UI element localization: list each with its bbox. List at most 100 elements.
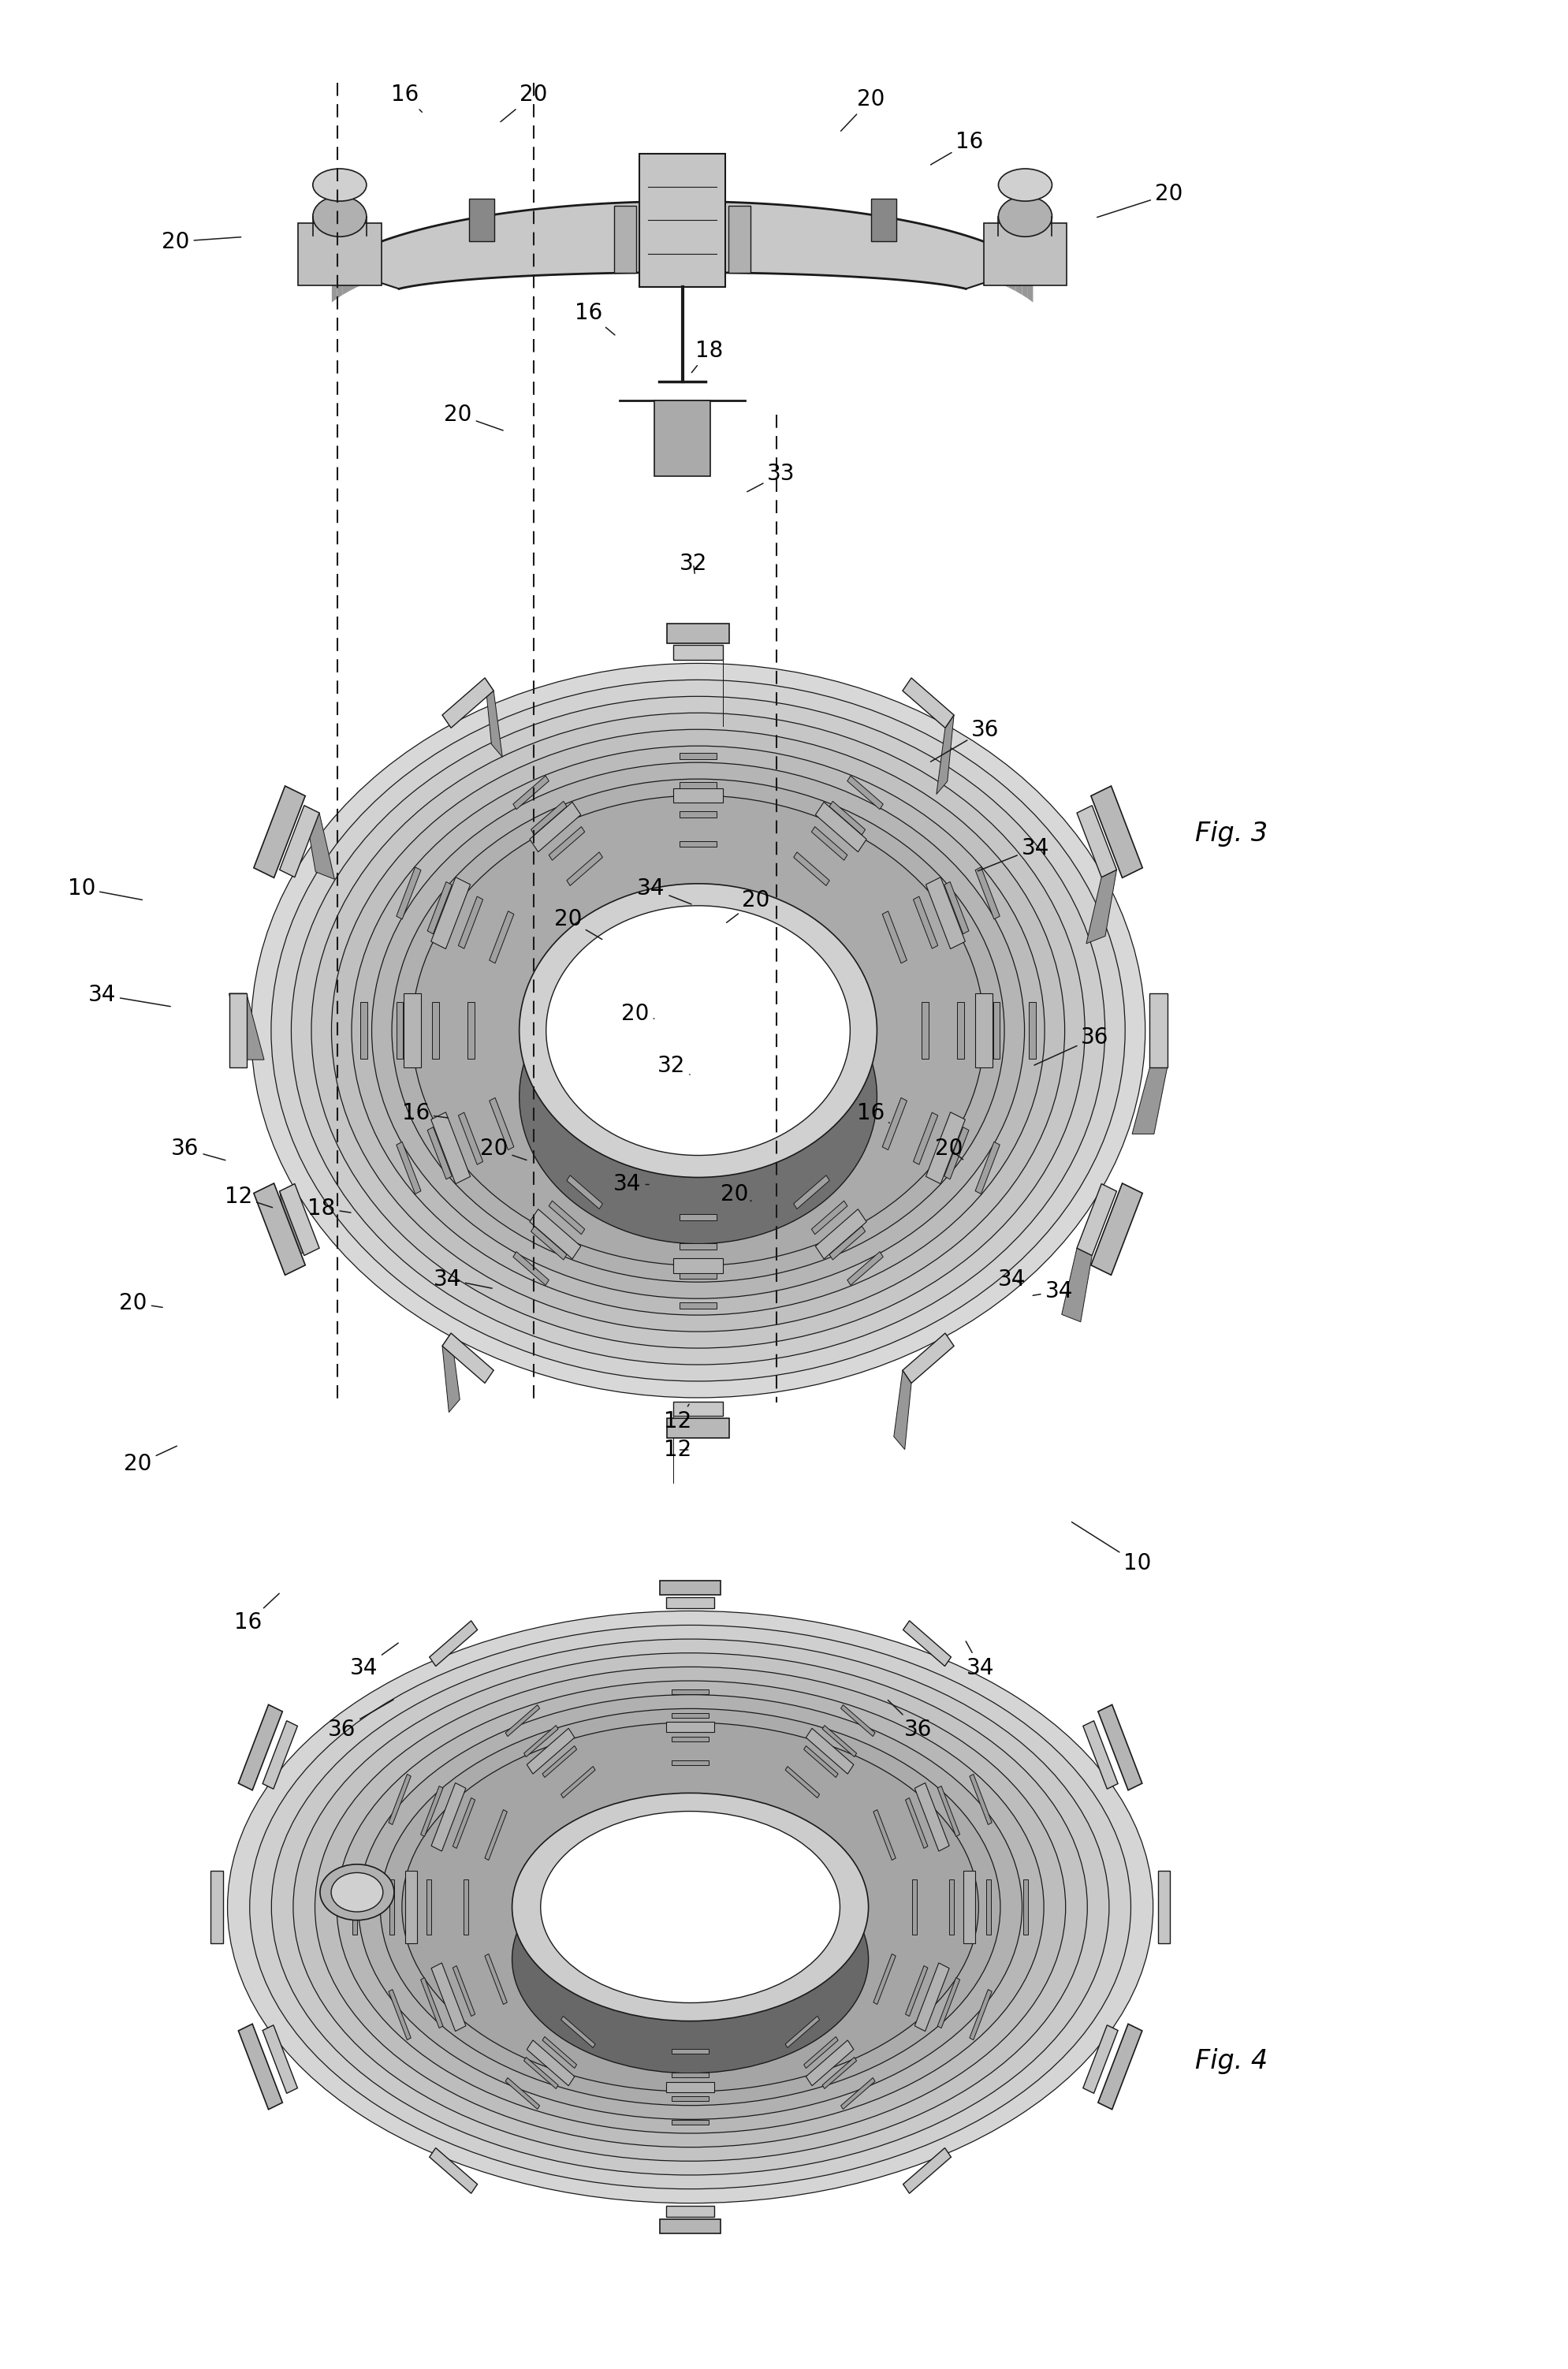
Polygon shape [737,201,753,239]
Ellipse shape [372,763,1024,1298]
Polygon shape [566,853,602,886]
Polygon shape [811,1201,847,1234]
Polygon shape [768,204,782,242]
Polygon shape [566,1175,602,1208]
Polygon shape [822,2056,856,2089]
Polygon shape [284,1691,1096,1895]
Ellipse shape [412,796,983,1265]
Polygon shape [883,216,895,253]
Polygon shape [679,1244,717,1248]
Ellipse shape [541,1812,839,2002]
Text: 36: 36 [171,1137,226,1161]
Polygon shape [847,1251,883,1286]
Polygon shape [1076,1184,1116,1256]
Polygon shape [815,1208,866,1258]
Polygon shape [442,1334,459,1412]
Polygon shape [279,1184,320,1256]
Polygon shape [811,827,847,860]
Polygon shape [331,779,1065,1004]
Polygon shape [350,796,1046,1009]
Polygon shape [420,1978,442,2028]
Ellipse shape [310,713,1085,1348]
Polygon shape [453,1966,475,2016]
Polygon shape [690,201,706,237]
Text: 36: 36 [328,1699,394,1741]
Polygon shape [444,220,456,258]
Polygon shape [368,813,1027,1014]
Polygon shape [279,1184,310,1258]
Polygon shape [530,1227,566,1260]
Polygon shape [840,1706,875,1736]
Polygon shape [964,235,974,275]
Polygon shape [903,1620,950,1665]
Polygon shape [348,1734,1032,1907]
Polygon shape [905,1966,927,2016]
Text: Fig. 4: Fig. 4 [1195,2049,1267,2073]
Polygon shape [931,227,944,265]
Text: 34: 34 [88,983,171,1007]
Polygon shape [666,1419,729,1438]
Ellipse shape [293,1654,1087,2161]
Text: 10: 10 [1071,1521,1151,1575]
Polygon shape [458,895,483,948]
Polygon shape [673,1258,723,1272]
Ellipse shape [320,1864,394,1921]
Polygon shape [306,1706,1074,1900]
Polygon shape [381,239,390,277]
Bar [670,182,695,225]
Polygon shape [292,746,1104,993]
Polygon shape [920,223,931,263]
Polygon shape [913,1879,916,1935]
Text: 18: 18 [307,1196,351,1220]
Polygon shape [881,1097,906,1149]
Polygon shape [229,993,246,1068]
Polygon shape [1149,993,1167,1068]
Text: 34: 34 [997,1267,1025,1291]
Bar [640,154,724,287]
Polygon shape [806,2040,853,2085]
Polygon shape [530,801,566,834]
Polygon shape [1132,1068,1167,1135]
Ellipse shape [519,950,877,1244]
Polygon shape [372,242,381,280]
Polygon shape [673,789,723,803]
Text: 34: 34 [350,1644,398,1680]
Text: 34: 34 [613,1173,649,1196]
Ellipse shape [337,1680,1043,2132]
Polygon shape [527,2040,574,2085]
Text: 20: 20 [621,1002,654,1026]
Bar [615,206,635,272]
Ellipse shape [511,1845,869,2073]
Polygon shape [815,803,866,853]
Polygon shape [612,201,627,239]
Text: 32: 32 [657,1054,690,1078]
Bar [870,199,895,242]
Polygon shape [263,1677,1116,1893]
Polygon shape [679,813,717,817]
Ellipse shape [315,1668,1065,2146]
Polygon shape [522,208,536,246]
Polygon shape [679,1215,717,1220]
Polygon shape [660,1580,720,1594]
Polygon shape [1082,2025,1118,2094]
Polygon shape [566,206,582,242]
Polygon shape [368,1746,1011,1909]
Polygon shape [561,2016,594,2047]
Polygon shape [944,881,969,933]
Polygon shape [356,249,364,287]
Polygon shape [238,2023,282,2108]
Text: 18: 18 [691,339,723,372]
Polygon shape [856,213,869,251]
Polygon shape [254,787,306,879]
Text: 20: 20 [726,888,770,922]
Ellipse shape [511,1793,869,2021]
Polygon shape [426,881,452,933]
Polygon shape [1062,1248,1091,1322]
Polygon shape [922,1002,928,1059]
Text: 20: 20 [124,1445,177,1476]
Polygon shape [430,2149,477,2194]
Ellipse shape [292,696,1104,1365]
Polygon shape [353,1879,358,1935]
Polygon shape [798,206,812,244]
Polygon shape [431,877,470,950]
